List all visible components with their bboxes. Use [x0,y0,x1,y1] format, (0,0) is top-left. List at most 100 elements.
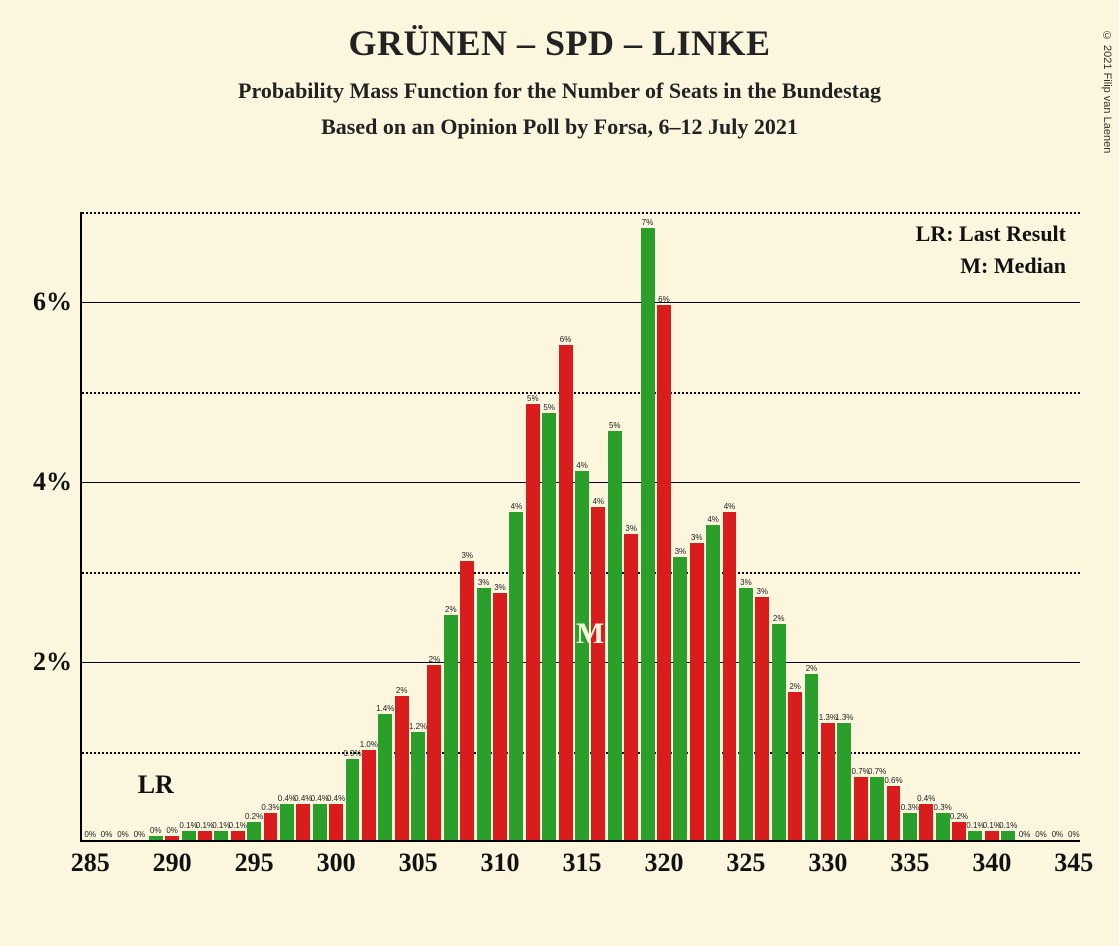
bar [887,786,901,840]
bar-slot: 0.1% [182,831,196,840]
x-axis-label: 295 [235,848,274,878]
y-axis-label: 2% [33,647,72,677]
bar [296,804,310,840]
gridline-major [82,302,1080,303]
bar-value-label: 5% [543,403,555,412]
x-axis-label: 300 [317,848,356,878]
bar-slot: 5% [526,404,540,841]
chart-title: GRÜNEN – SPD – LINKE [0,22,1119,64]
bar-value-label: 0.6% [884,776,902,785]
bar [346,759,360,840]
bar [985,831,999,840]
bar-value-label: 2% [396,686,408,695]
bar-value-label: 5% [527,394,539,403]
x-axis-label: 330 [808,848,847,878]
bar-value-label: 3% [494,583,506,592]
bar-value-label: 0.2% [950,812,968,821]
bar [264,813,278,840]
bar [559,345,573,840]
bar-value-label: 2% [445,605,457,614]
bar-slot: 3% [460,561,474,840]
x-axis-label: 345 [1054,848,1093,878]
bar-slot: 0.1% [198,831,212,840]
bar-slot: 2% [788,692,802,841]
bar-slot: 4% [591,507,605,840]
bar-slot: 0.3% [264,813,278,840]
bar-value-label: 0.2% [245,812,263,821]
legend-lr: LR: Last Result [916,218,1066,250]
bar [608,431,622,841]
bar-slot: 2% [805,674,819,841]
bar [509,512,523,841]
bar [739,588,753,840]
x-axis-label: 305 [399,848,438,878]
bar [329,804,343,840]
bar-slot: 0.4% [280,804,294,840]
bar [362,750,376,840]
bar-slot: 0.4% [919,804,933,840]
bar [198,831,212,840]
bar [526,404,540,841]
bar-slot: 3% [493,593,507,841]
bar [837,723,851,840]
bar [477,588,491,840]
bar-value-label: 3% [757,587,769,596]
bar-slot: 1.2% [411,732,425,840]
bar-value-label: 0% [166,826,178,835]
bar-value-label: 0.4% [327,794,345,803]
last-result-marker: LR [138,770,174,800]
bar-slot: 2% [772,624,786,840]
x-axis-label: 315 [563,848,602,878]
bar [919,804,933,840]
chart-subtitle-2: Based on an Opinion Poll by Forsa, 6–12 … [0,114,1119,140]
bar-value-label: 2% [789,682,801,691]
bar [280,804,294,840]
bar-slot: 2% [444,615,458,840]
bar-slot: 7% [641,228,655,840]
bar [460,561,474,840]
bar-slot: 4% [575,471,589,840]
bar-value-label: 3% [740,578,752,587]
bar-value-label: 0% [84,830,96,839]
legend: LR: Last Result M: Median [916,218,1066,282]
bar-value-label: 3% [691,533,703,542]
bar [870,777,884,840]
bar-value-label: 0.3% [901,803,919,812]
bar-slot: 0.1% [231,831,245,840]
bar [968,831,982,840]
bar [247,822,261,840]
bar-value-label: 0% [134,830,146,839]
bar-value-label: 0.3% [934,803,952,812]
chart-subtitle-1: Probability Mass Function for the Number… [0,78,1119,104]
bar-slot: 1.4% [378,714,392,840]
bar-value-label: 3% [675,547,687,556]
bar [182,831,196,840]
bar [772,624,786,840]
bar [149,836,163,841]
bar [903,813,917,840]
bar-value-label: 6% [560,335,572,344]
bar-value-label: 1.0% [360,740,378,749]
bar [805,674,819,841]
bar [493,593,507,841]
x-axis-label: 335 [890,848,929,878]
bar-value-label: 0.4% [917,794,935,803]
bar-slot: 0.4% [313,804,327,840]
bar [231,831,245,840]
bar [444,615,458,840]
y-axis-label: 6% [33,287,72,317]
bar [411,732,425,840]
bar-value-label: 2% [429,655,441,664]
bar-value-label: 0% [1068,830,1080,839]
bar-slot: 0% [165,836,179,841]
bar [395,696,409,840]
bar [723,512,737,841]
gridline-minor [82,392,1080,394]
x-axis-label: 320 [644,848,683,878]
bar-value-label: 3% [625,524,637,533]
bar-slot: 3% [739,588,753,840]
bar-value-label: 0% [1035,830,1047,839]
bar-value-label: 3% [478,578,490,587]
bar-slot: 3% [755,597,769,840]
bar-slot: 0.3% [903,813,917,840]
